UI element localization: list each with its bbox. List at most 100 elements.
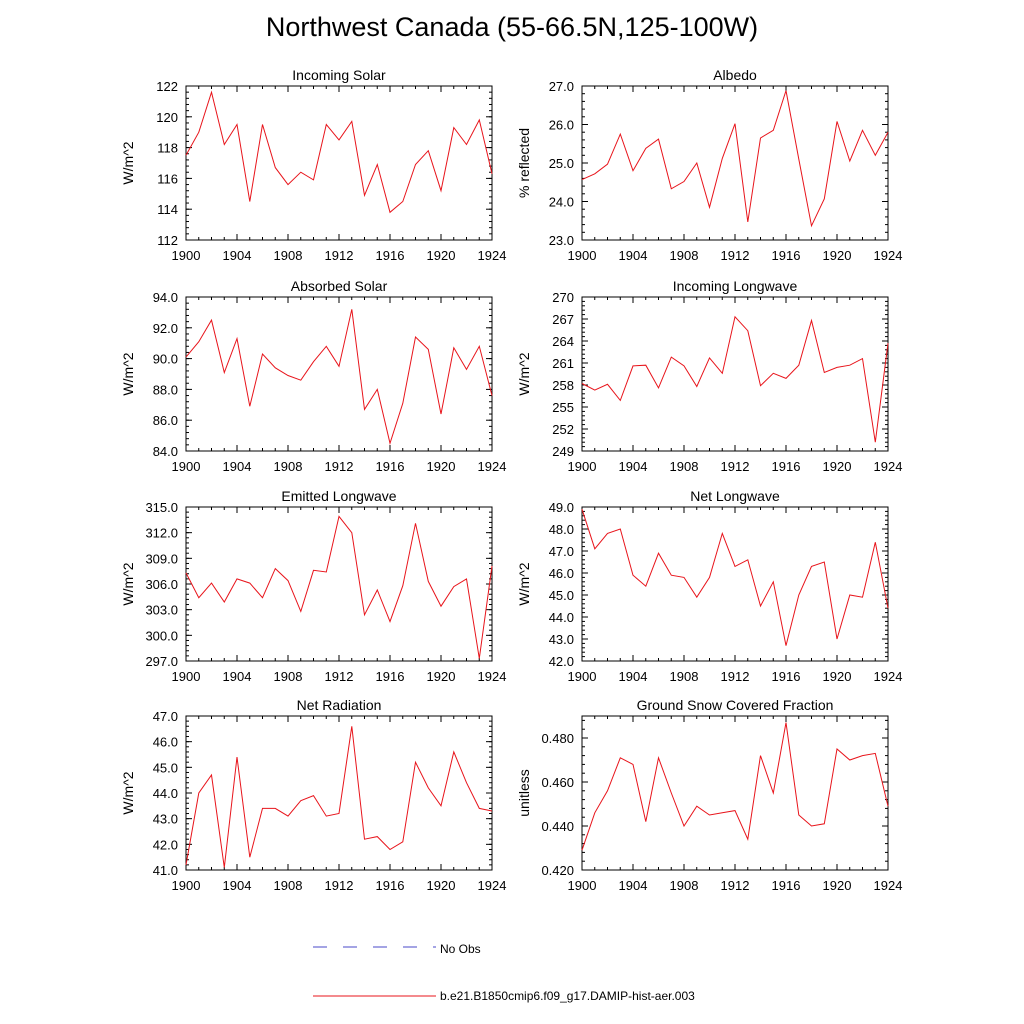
y-tick-label: 92.0 — [153, 321, 178, 336]
x-tick-label: 1900 — [172, 459, 201, 474]
y-axis-label: W/m^2 — [120, 771, 136, 814]
x-tick-label: 1904 — [223, 878, 252, 893]
page-title: Northwest Canada (55-66.5N,125-100W) — [265, 12, 759, 42]
y-axis-label: % reflected — [516, 128, 532, 198]
x-tick-label: 1904 — [619, 459, 648, 474]
y-tick-label: 48.0 — [549, 522, 574, 537]
y-tick-label: 297.0 — [145, 654, 178, 669]
x-tick-label: 1912 — [325, 669, 354, 684]
y-tick-label: 46.0 — [549, 566, 574, 581]
x-tick-label: 1904 — [619, 878, 648, 893]
y-tick-label: 0.460 — [541, 775, 574, 790]
panel-title: Incoming Solar — [292, 67, 386, 83]
x-tick-label: 1908 — [670, 878, 699, 893]
y-tick-label: 42.0 — [153, 837, 178, 852]
x-tick-label: 1904 — [619, 669, 648, 684]
y-tick-label: 249 — [552, 444, 574, 459]
x-tick-label: 1920 — [823, 248, 852, 263]
y-tick-label: 84.0 — [153, 444, 178, 459]
y-tick-label: 47.0 — [153, 709, 178, 724]
y-tick-label: 27.0 — [549, 79, 574, 94]
y-tick-label: 0.420 — [541, 863, 574, 878]
y-tick-label: 120 — [156, 110, 178, 125]
panel-title: Ground Snow Covered Fraction — [637, 697, 834, 713]
y-tick-label: 118 — [157, 141, 178, 156]
x-tick-label: 1916 — [772, 248, 801, 263]
x-tick-label: 1912 — [325, 878, 354, 893]
y-tick-label: 94.0 — [153, 290, 178, 305]
panel-7: Ground Snow Covered Fraction unitless 1900… — [516, 697, 902, 893]
panel-0: Incoming Solar W/m^2 1900 1904 1908 1912 1916 1… — [120, 67, 506, 263]
y-tick-label: 44.0 — [153, 786, 178, 801]
plot-frame — [581, 85, 889, 241]
x-tick-label: 1920 — [427, 459, 456, 474]
y-tick-label: 47.0 — [549, 544, 574, 559]
x-tick-label: 1900 — [568, 669, 597, 684]
y-axis-label: W/m^2 — [120, 562, 136, 605]
y-tick-label: 116 — [157, 171, 178, 186]
series-line-model — [185, 309, 493, 446]
x-tick-label: 1924 — [874, 878, 903, 893]
x-tick-label: 1912 — [721, 459, 750, 474]
series-line-model — [185, 515, 493, 659]
y-tick-label: 44.0 — [549, 610, 574, 625]
y-tick-label: 43.0 — [549, 632, 574, 647]
panel-5: Net Longwave W/m^2 1900 1904 1908 1912 1916 192… — [516, 488, 902, 684]
x-tick-label: 1912 — [721, 248, 750, 263]
x-tick-label: 1900 — [172, 669, 201, 684]
panel-3: Incoming Longwave W/m^2 1900 1904 1908 1912 19… — [516, 278, 902, 474]
x-tick-label: 1916 — [376, 878, 405, 893]
y-tick-label: 45.0 — [153, 760, 178, 775]
x-tick-label: 1908 — [274, 248, 303, 263]
y-tick-label: 46.0 — [153, 735, 178, 750]
x-tick-label: 1908 — [670, 459, 699, 474]
x-tick-label: 1900 — [568, 459, 597, 474]
y-axis-label: W/m^2 — [516, 352, 532, 395]
y-tick-label: 23.0 — [549, 233, 574, 248]
x-tick-label: 1908 — [670, 248, 699, 263]
y-tick-label: 300.0 — [145, 628, 178, 643]
plot-frame — [185, 296, 493, 452]
x-tick-label: 1900 — [172, 878, 201, 893]
panel-4: Emitted Longwave W/m^2 1900 1904 1908 1912 191… — [120, 488, 506, 684]
y-tick-label: 49.0 — [549, 500, 574, 515]
x-tick-label: 1908 — [274, 459, 303, 474]
x-tick-label: 1924 — [874, 248, 903, 263]
x-tick-label: 1920 — [823, 459, 852, 474]
y-tick-label: 303.0 — [145, 603, 178, 618]
y-tick-label: 25.0 — [549, 156, 574, 171]
x-tick-label: 1912 — [325, 459, 354, 474]
y-tick-label: 45.0 — [549, 588, 574, 603]
series-line-model — [185, 726, 493, 868]
y-tick-label: 255 — [552, 400, 574, 415]
y-tick-label: 26.0 — [549, 118, 574, 133]
y-tick-label: 24.0 — [549, 195, 574, 210]
series-line-model — [581, 90, 889, 228]
y-tick-label: 88.0 — [153, 382, 178, 397]
y-tick-label: 90.0 — [153, 352, 178, 367]
x-tick-label: 1920 — [823, 669, 852, 684]
x-tick-label: 1908 — [274, 878, 303, 893]
y-tick-label: 0.480 — [541, 731, 574, 746]
plot-frame — [581, 715, 889, 871]
y-tick-label: 309.0 — [145, 551, 178, 566]
y-axis-label: W/m^2 — [516, 562, 532, 605]
x-tick-label: 1924 — [478, 878, 507, 893]
x-tick-label: 1920 — [823, 878, 852, 893]
y-axis-label: W/m^2 — [120, 141, 136, 184]
x-tick-label: 1900 — [568, 248, 597, 263]
series-line-model — [185, 90, 493, 214]
y-tick-label: 122 — [156, 79, 178, 94]
y-tick-label: 261 — [552, 356, 574, 371]
y-tick-label: 114 — [157, 202, 178, 217]
y-tick-label: 270 — [552, 290, 574, 305]
y-axis-label: unitless — [516, 769, 532, 816]
y-tick-label: 252 — [552, 422, 574, 437]
plot-frame — [185, 715, 493, 871]
panel-title: Albedo — [713, 67, 757, 83]
x-tick-label: 1916 — [772, 669, 801, 684]
x-tick-label: 1912 — [721, 669, 750, 684]
x-tick-label: 1924 — [478, 248, 507, 263]
y-tick-label: 0.440 — [541, 819, 574, 834]
x-tick-label: 1924 — [478, 669, 507, 684]
